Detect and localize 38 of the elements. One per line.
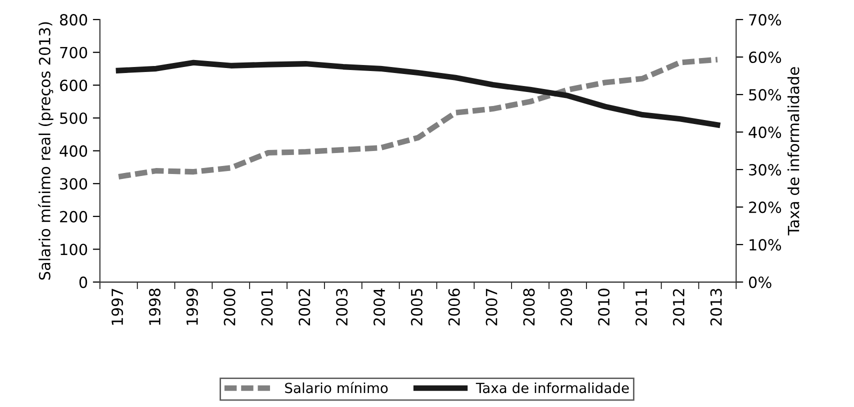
legend-label: Salario mínimo [285,382,388,394]
x-tick-label: 2012 [672,289,684,326]
y-axis-title: Salario mínimo real (preços 2013) [38,22,54,280]
y2-axis-title: Taxa de informalidade [787,67,800,236]
y2-tick-label: 60% [749,52,782,64]
x-tick-label: 2002 [298,289,310,326]
y-tick-label: 400 [60,145,88,157]
x-tick-label: 2003 [336,288,348,326]
x-tick-label: 1997 [112,288,124,325]
y2-tick-label: 20% [749,202,782,214]
x-tick-label: 2008 [523,288,535,326]
x-tick-label: 1999 [186,288,198,325]
y2-tick-label: 30% [749,164,782,176]
y2-tick-label: 40% [748,126,782,138]
y-tick-label: 300 [60,178,88,190]
x-tick-label: 2001 [261,289,273,326]
y-tick-label: 100 [60,244,88,256]
x-tick-label: 2011 [635,289,648,326]
x-tick-label: 2005 [410,288,422,326]
legend-label: Taxa de informalidade [476,382,629,394]
x-tick-label: 2006 [448,288,460,326]
y2-tick-label: 10% [750,239,782,251]
y-tick-label: 200 [60,210,88,222]
y-tick-label: 600 [60,80,88,92]
x-tick-label: 2000 [224,288,236,326]
x-tick-label: 2004 [373,288,386,326]
x-tick-label: 1998 [148,288,160,325]
x-tick-label: 2007 [486,288,498,326]
x-tick-label: 2013 [710,288,722,326]
x-tick-label: 2010 [598,288,610,326]
y-tick-label: 500 [60,112,88,124]
y2-tick-label: 50% [749,89,782,101]
y2-tick-label: 0% [748,276,772,288]
x-tick-label: 2009 [560,288,572,326]
y2-tick-label: 70% [749,14,782,26]
y-tick-label: 700 [60,46,88,58]
y-tick-label: 0 [79,276,88,288]
y-tick-label: 800 [60,14,88,26]
